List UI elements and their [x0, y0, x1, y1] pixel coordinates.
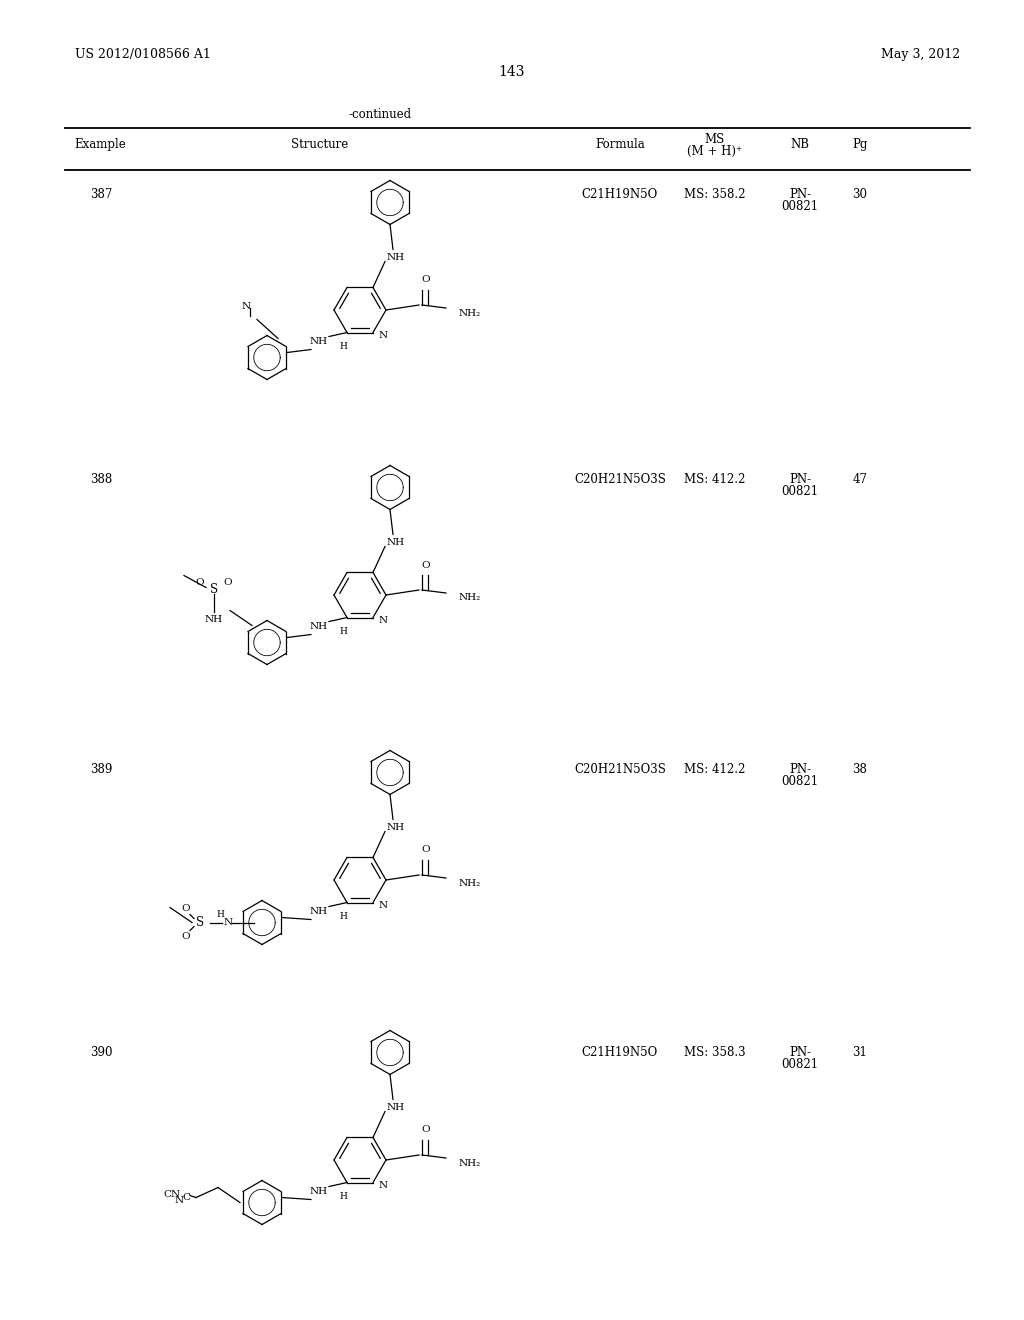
Text: NH₂: NH₂ [459, 1159, 481, 1167]
Text: Formula: Formula [595, 139, 645, 150]
Text: 00821: 00821 [781, 201, 818, 213]
Text: O: O [422, 276, 430, 285]
Text: S: S [196, 916, 204, 929]
Text: (M + H)⁺: (M + H)⁺ [687, 145, 742, 158]
Text: NH: NH [310, 1187, 328, 1196]
Text: 38: 38 [853, 763, 867, 776]
Text: MS: MS [705, 133, 725, 147]
Text: H: H [339, 627, 347, 636]
Text: 47: 47 [853, 473, 867, 486]
Text: NH: NH [310, 337, 328, 346]
Text: PN-: PN- [788, 1045, 811, 1059]
Text: N: N [175, 1196, 184, 1205]
Text: O: O [223, 578, 232, 587]
Text: PN-: PN- [788, 763, 811, 776]
Text: N: N [379, 331, 388, 341]
Text: O: O [181, 904, 190, 913]
Text: 390: 390 [90, 1045, 113, 1059]
Text: NH: NH [387, 539, 406, 546]
Text: Structure: Structure [292, 139, 348, 150]
Text: NH: NH [310, 907, 328, 916]
Text: S: S [210, 583, 218, 597]
Text: C21H19N5O: C21H19N5O [582, 1045, 658, 1059]
Text: O: O [196, 578, 205, 587]
Text: MS: 412.2: MS: 412.2 [684, 473, 745, 486]
Text: MS: 412.2: MS: 412.2 [684, 763, 745, 776]
Text: H: H [339, 912, 347, 921]
Text: 00821: 00821 [781, 775, 818, 788]
Text: C20H21N5O3S: C20H21N5O3S [574, 763, 666, 776]
Text: N: N [223, 917, 232, 927]
Text: O: O [422, 561, 430, 569]
Text: NH: NH [310, 622, 328, 631]
Text: 31: 31 [853, 1045, 867, 1059]
Text: 143: 143 [499, 65, 525, 79]
Text: C: C [182, 1193, 190, 1203]
Text: N: N [379, 902, 388, 909]
Text: O: O [422, 1126, 430, 1134]
Text: N: N [379, 616, 388, 624]
Text: May 3, 2012: May 3, 2012 [881, 48, 961, 61]
Text: NH₂: NH₂ [459, 594, 481, 602]
Text: NH₂: NH₂ [459, 879, 481, 887]
Text: 00821: 00821 [781, 484, 818, 498]
Text: NH₂: NH₂ [459, 309, 481, 318]
Text: NH: NH [387, 1104, 406, 1111]
Text: PN-: PN- [788, 187, 811, 201]
Text: MS: 358.2: MS: 358.2 [684, 187, 745, 201]
Text: MS: 358.3: MS: 358.3 [684, 1045, 745, 1059]
Text: 387: 387 [90, 187, 113, 201]
Text: 00821: 00821 [781, 1059, 818, 1071]
Text: 30: 30 [853, 187, 867, 201]
Text: CN: CN [163, 1191, 180, 1199]
Text: O: O [422, 846, 430, 854]
Text: -continued: -continued [348, 108, 412, 121]
Text: NH: NH [387, 822, 406, 832]
Text: C21H19N5O: C21H19N5O [582, 187, 658, 201]
Text: H: H [339, 1192, 347, 1201]
Text: Pg: Pg [852, 139, 867, 150]
Text: N: N [242, 302, 251, 312]
Text: H: H [339, 342, 347, 351]
Text: N: N [379, 1181, 388, 1191]
Text: US 2012/0108566 A1: US 2012/0108566 A1 [75, 48, 211, 61]
Text: Example: Example [74, 139, 126, 150]
Text: 388: 388 [90, 473, 113, 486]
Text: NH: NH [387, 253, 406, 261]
Text: H: H [216, 909, 224, 919]
Text: NH: NH [205, 615, 223, 624]
Text: PN-: PN- [788, 473, 811, 486]
Text: 389: 389 [90, 763, 113, 776]
Text: C20H21N5O3S: C20H21N5O3S [574, 473, 666, 486]
Text: O: O [181, 932, 190, 941]
Text: NB: NB [791, 139, 810, 150]
